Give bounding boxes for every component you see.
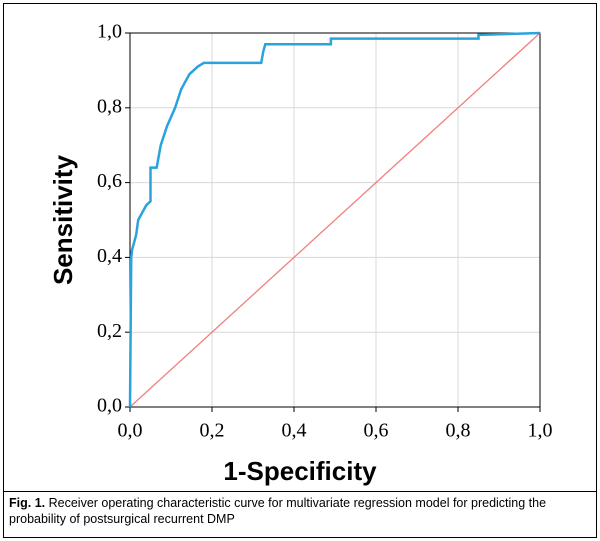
y-tick-label: 0,8 [97,95,122,117]
x-tick-label: 0,2 [200,420,225,442]
plot-frame [129,32,541,408]
x-tick-label: 0,4 [282,420,307,442]
roc-curve [128,31,541,408]
y-tick-label: 0,2 [97,320,122,342]
y-tick-label: 0,4 [97,245,122,267]
x-tick-label: 0,6 [364,420,389,442]
x-tick-label: 0,8 [446,420,471,442]
x-tick-label: 1,0 [528,420,553,442]
y-axis-label: Sensitivity [48,154,78,285]
caption-label: Fig. 1. [9,496,46,510]
figure-border [3,3,597,538]
reference-line [129,32,541,408]
y-tick-label: 1,0 [97,21,122,43]
x-tick-label: 0,0 [118,420,143,442]
caption: Fig. 1. Receiver operating characteristi… [9,495,591,527]
y-tick-label: 0,0 [97,395,122,417]
x-axis-label: 1-Specificity [223,456,377,486]
caption-text: Receiver operating characteristic curve … [9,496,547,526]
y-tick-label: 0,6 [97,170,122,192]
